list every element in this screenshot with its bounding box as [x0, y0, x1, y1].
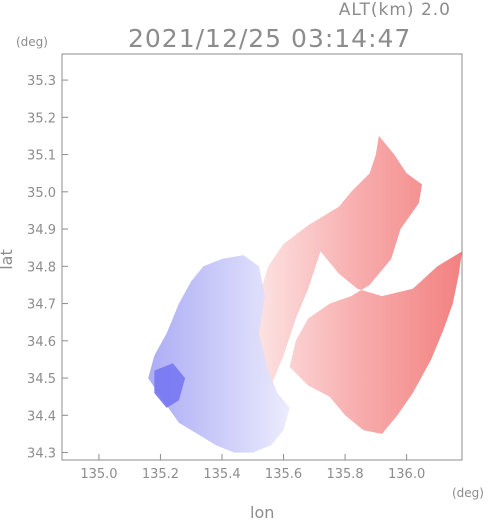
- y-tick-label: 34.5: [27, 372, 56, 387]
- x-tick-label: 135.2: [142, 467, 179, 482]
- x-tick-label: 136.0: [388, 467, 425, 482]
- y-tick-label: 35.0: [27, 186, 56, 201]
- plot-frame: [61, 53, 463, 461]
- y-tick-label: 34.3: [27, 447, 56, 462]
- y-tick-label: 34.8: [27, 260, 56, 275]
- x-tick-label: 135.8: [326, 467, 363, 482]
- y-axis-ticks: 34.3 34.4 34.5 34.6 34.7 34.8 34.9 35.0 35.1 35.2…: [27, 74, 68, 462]
- y-tick-label: 35.3: [27, 74, 56, 89]
- y-tick-label: 35.2: [27, 111, 56, 126]
- y-axis-label: lat: [0, 249, 16, 270]
- plot-area: [148, 135, 462, 453]
- x-axis-ticks: 135.0 135.2 135.4 135.6 135.8 136.0: [80, 454, 425, 482]
- y-tick-label: 34.9: [27, 223, 56, 238]
- x-tick-label: 135.0: [80, 467, 117, 482]
- x-tick-label: 135.4: [203, 467, 240, 482]
- radar-region-receding: [252, 135, 462, 434]
- x-tick-label: 135.6: [265, 467, 302, 482]
- radar-region-approaching: [148, 255, 290, 453]
- y-tick-label: 35.1: [27, 149, 56, 164]
- x-axis-label: lon: [250, 503, 275, 522]
- y-tick-label: 34.7: [27, 298, 56, 313]
- y-tick-label: 34.6: [27, 335, 56, 350]
- altitude-label: ALT(km) 2.0: [338, 0, 451, 20]
- y-tick-label: 34.4: [27, 409, 56, 424]
- y-axis-unit: (deg): [16, 35, 48, 49]
- x-axis-unit: (deg): [452, 486, 484, 500]
- radar-region-approaching-core: [154, 363, 186, 408]
- chart-title-timestamp: 2021/12/25 03:14:47: [128, 24, 412, 53]
